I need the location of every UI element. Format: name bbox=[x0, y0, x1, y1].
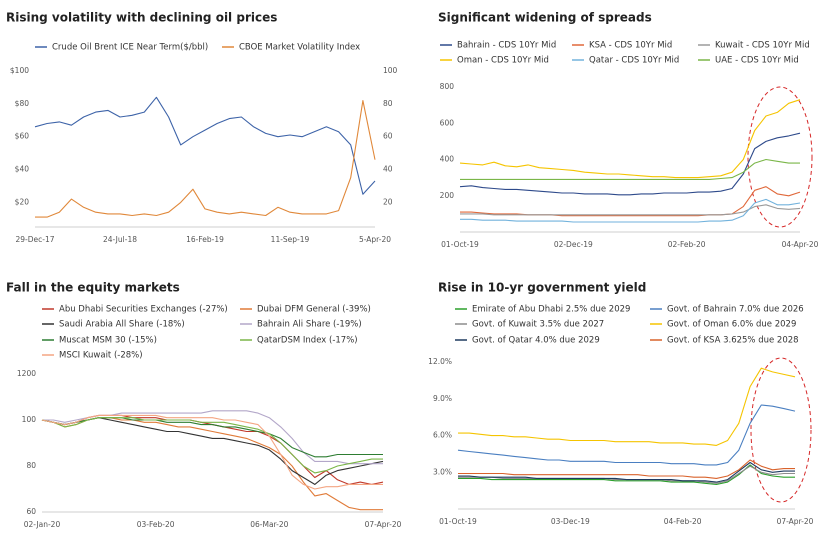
y-tick-label: 9.0% bbox=[433, 394, 452, 403]
legend-label: Govt. of Qatar 4.0% due 2029 bbox=[472, 336, 600, 346]
legend-label: Govt. of KSA 3.625% due 2028 bbox=[667, 336, 799, 346]
y-tick-label: 600 bbox=[440, 118, 455, 127]
y-tick-label: 80 bbox=[26, 461, 36, 470]
y-tick-label: $40 bbox=[15, 165, 30, 174]
x-tick-label: 29-Dec-17 bbox=[15, 235, 54, 244]
y-tick-label: 400 bbox=[440, 155, 455, 164]
x-tick-label: 24-Jul-18 bbox=[103, 235, 137, 244]
series-line bbox=[459, 132, 801, 196]
x-tick-label: 02-Dec-19 bbox=[554, 240, 593, 249]
series-line bbox=[458, 459, 795, 479]
chart-title: Rise in 10-yr government yield bbox=[438, 281, 646, 295]
y-tick-label: 100 bbox=[22, 415, 37, 424]
x-tick-label: 11-Sep-19 bbox=[271, 235, 310, 244]
chart-title: Significant widening of spreads bbox=[438, 11, 652, 25]
y-tick-label: 60 bbox=[26, 507, 36, 516]
series-line bbox=[457, 404, 796, 466]
highlight-ellipse bbox=[750, 357, 812, 503]
series-line bbox=[35, 100, 376, 218]
series-line bbox=[41, 417, 383, 474]
series-line bbox=[41, 417, 383, 511]
legend-label: Dubai DFM General (-39%) bbox=[257, 305, 371, 315]
x-tick-label: 04-Feb-20 bbox=[664, 517, 702, 526]
y2-tick-label: 100 bbox=[383, 66, 398, 75]
y2-tick-label: 80 bbox=[383, 99, 393, 108]
series-line bbox=[41, 417, 384, 485]
series-line bbox=[41, 417, 383, 458]
x-tick-label: 01-Oct-19 bbox=[439, 517, 477, 526]
legend-label: KSA - CDS 10Yr Mid bbox=[589, 41, 672, 51]
y-tick-label: 800 bbox=[440, 82, 455, 91]
x-tick-label: 16-Feb-19 bbox=[186, 235, 224, 244]
y2-tick-label: 60 bbox=[383, 132, 393, 141]
series-line bbox=[460, 158, 800, 180]
y-tick-label: 12.0% bbox=[428, 357, 452, 366]
legend-label: QatarDSM Index (-17%) bbox=[257, 336, 358, 346]
legend-label: Crude Oil Brent ICE Near Term($/bbl) bbox=[52, 43, 208, 53]
y-tick-label: 6.0% bbox=[433, 431, 452, 440]
series-line bbox=[458, 464, 795, 486]
legend-label: Saudi Arabia All Share (-18%) bbox=[59, 320, 185, 330]
x-tick-label: 03-Feb-20 bbox=[137, 520, 175, 529]
legend-label: Bahrain Ali Share (-19%) bbox=[257, 320, 362, 330]
legend-label: Govt. of Oman 6.0% due 2029 bbox=[667, 320, 796, 330]
legend-label: Emirate of Abu Dhabi 2.5% due 2029 bbox=[472, 305, 630, 315]
series-line bbox=[34, 96, 376, 195]
legend-label: Govt. of Bahrain 7.0% due 2026 bbox=[667, 305, 804, 315]
y2-tick-label: 40 bbox=[383, 165, 393, 174]
y-tick-label: 200 bbox=[440, 191, 455, 200]
series-line bbox=[460, 198, 801, 223]
x-tick-label: 07-Apr-20 bbox=[365, 520, 402, 529]
series-line bbox=[41, 414, 383, 490]
legend-label: Oman - CDS 10Yr Mid bbox=[457, 56, 549, 66]
y-tick-label: $80 bbox=[15, 99, 30, 108]
x-tick-label: 04-Apr-20 bbox=[782, 240, 819, 249]
x-tick-label: 01-Oct-19 bbox=[441, 240, 479, 249]
legend-label: CBOE Market Volatility Index bbox=[239, 43, 360, 53]
legend-label: Govt. of Kuwait 3.5% due 2027 bbox=[472, 320, 604, 330]
y-tick-label: $20 bbox=[15, 197, 30, 206]
legend-label: Bahrain - CDS 10Yr Mid bbox=[457, 41, 556, 51]
legend-label: Abu Dhabi Securities Exchanges (-27%) bbox=[59, 305, 228, 315]
legend-label: UAE - CDS 10Yr Mid bbox=[715, 56, 799, 66]
x-tick-label: 06-Mar-20 bbox=[250, 520, 288, 529]
series-line bbox=[460, 204, 801, 216]
series-line bbox=[458, 461, 795, 483]
x-tick-label: 07-Apr-20 bbox=[777, 517, 814, 526]
legend-label: Qatar - CDS 10Yr Mid bbox=[589, 56, 679, 66]
x-tick-label: 5-Apr-20 bbox=[359, 235, 391, 244]
x-tick-label: 02-Feb-20 bbox=[668, 240, 706, 249]
chart-title: Rising volatility with declining oil pri… bbox=[6, 11, 277, 25]
series-line bbox=[460, 186, 801, 217]
series-line bbox=[458, 367, 796, 446]
y-tick-label: $60 bbox=[15, 132, 30, 141]
y2-tick-label: 20 bbox=[383, 197, 393, 206]
legend-label: MSCI Kuwait (-28%) bbox=[59, 351, 143, 361]
y-tick-label: 3.0% bbox=[433, 467, 452, 476]
x-tick-label: 03-Dec-19 bbox=[551, 517, 590, 526]
chart-title: Fall in the equity markets bbox=[6, 281, 180, 295]
y-tick-label: $100 bbox=[10, 66, 29, 75]
legend-label: Muscat MSM 30 (-15%) bbox=[59, 336, 157, 346]
y-tick-label: 1200 bbox=[17, 369, 36, 378]
series-line bbox=[41, 414, 384, 485]
legend-label: Kuwait - CDS 10Yr Mid bbox=[715, 41, 810, 51]
x-tick-label: 02-Jan-20 bbox=[24, 520, 61, 529]
series-line bbox=[459, 99, 801, 179]
highlight-ellipse bbox=[747, 86, 813, 228]
